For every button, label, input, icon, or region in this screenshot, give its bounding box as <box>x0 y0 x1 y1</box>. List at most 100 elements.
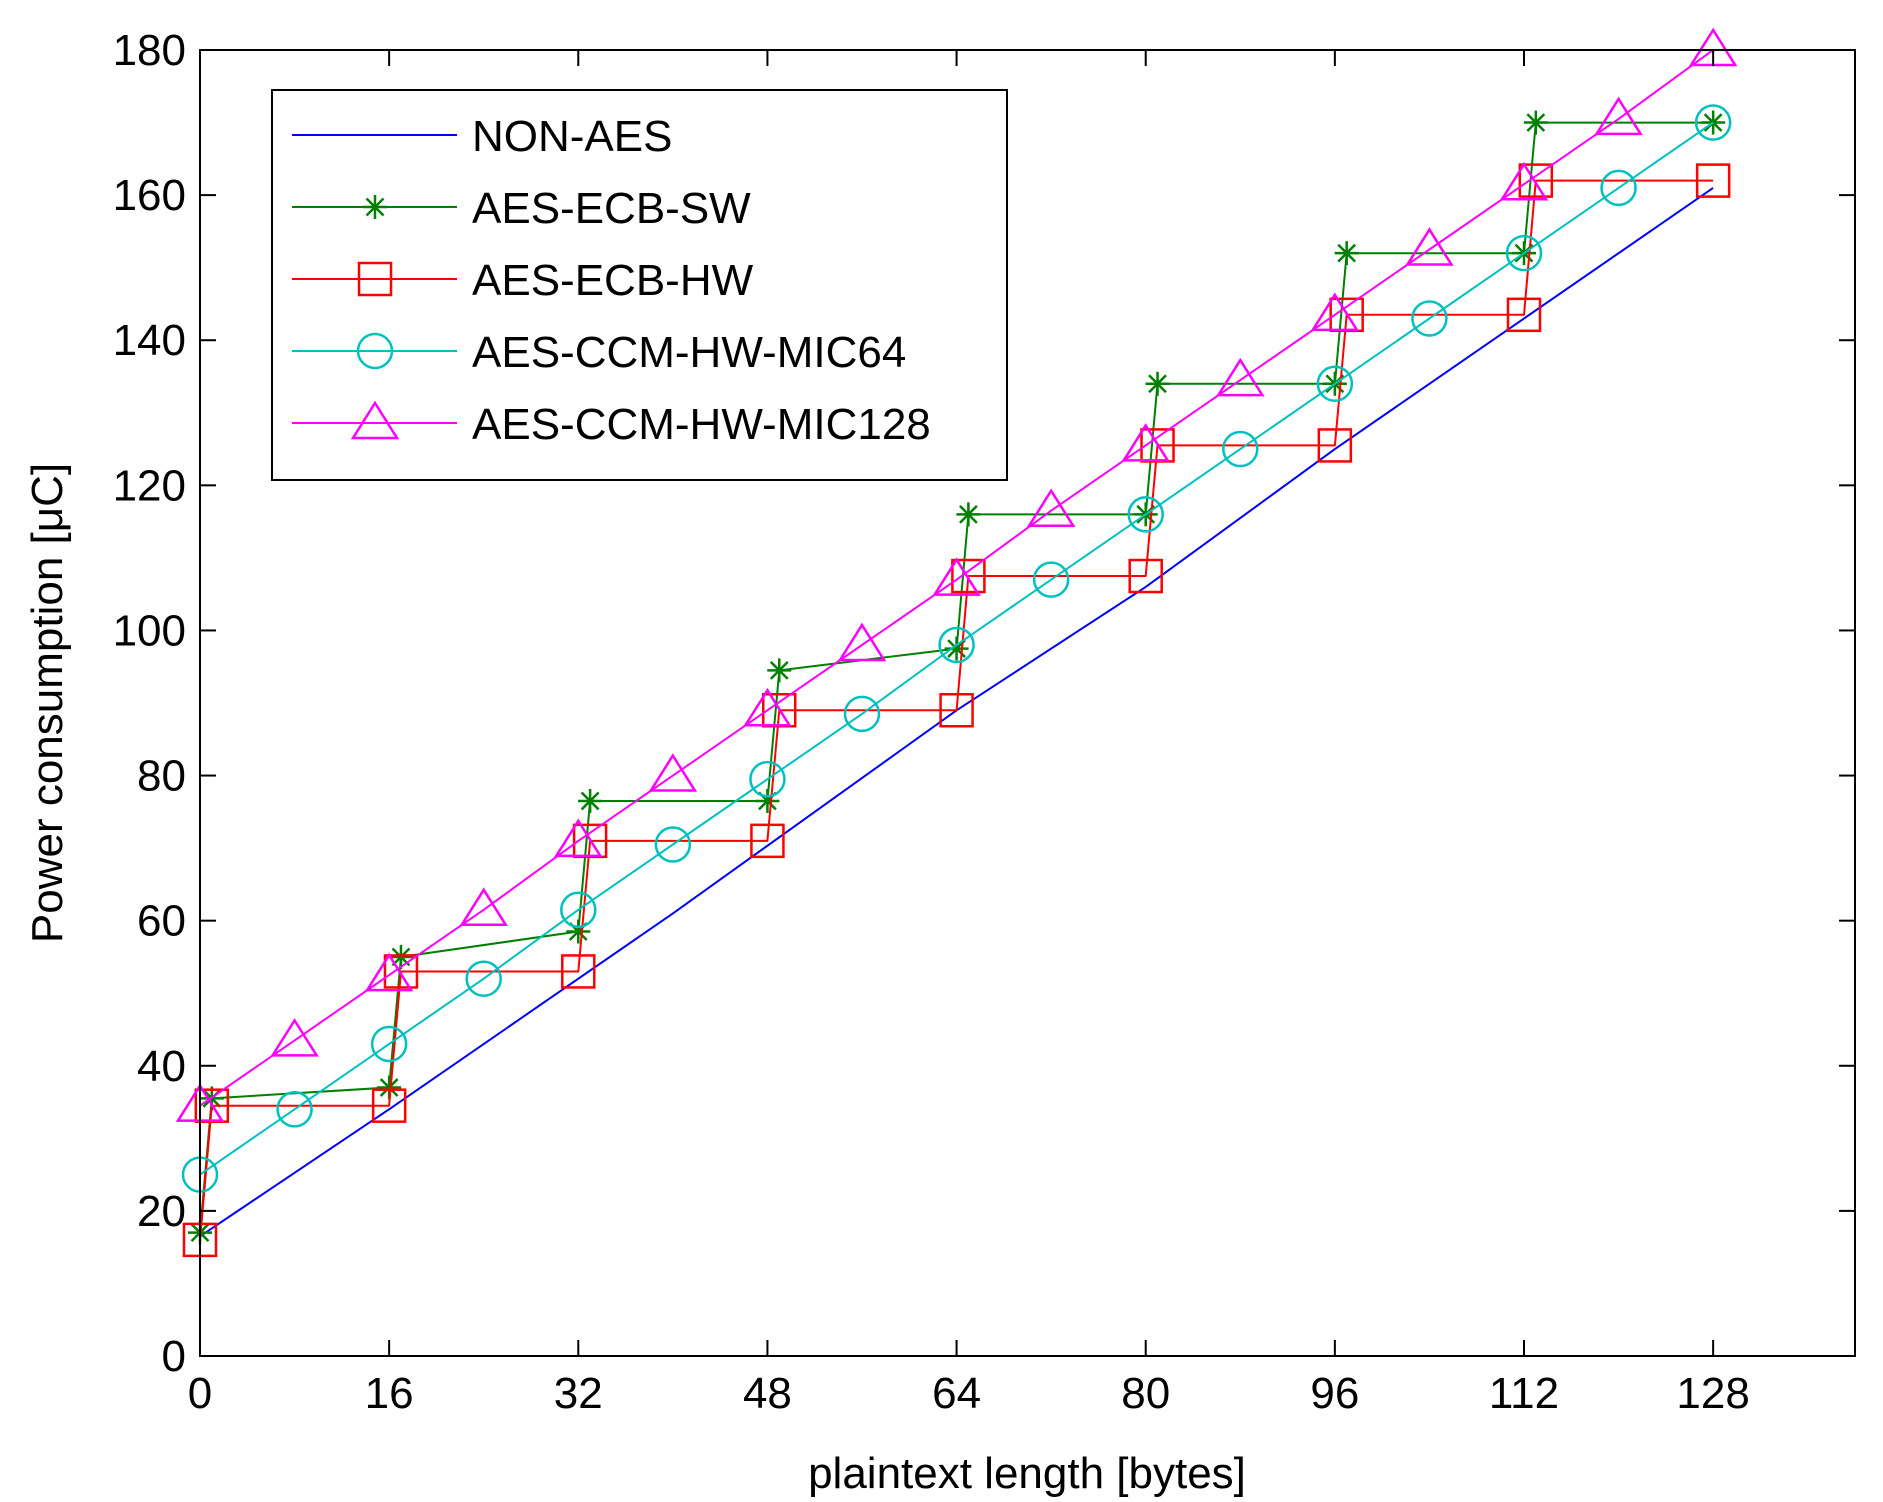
legend-label-aes-ecb-sw: AES-ECB-SW <box>472 184 751 233</box>
legend-entry-aes-ecb-hw: AES-ECB-HW <box>292 256 754 305</box>
y-tick-label-2: 40 <box>137 1042 186 1091</box>
data-point-aes-ecb-sw-15 <box>1523 110 1548 135</box>
legend-label-aes-ccm-hw-mic64: AES-CCM-HW-MIC64 <box>472 328 906 377</box>
data-point-aes-ccm-hw-mic64-11 <box>1222 430 1259 468</box>
data-point-aes-ecb-hw-15 <box>1518 163 1554 198</box>
x-axis-label: plaintext length [bytes] <box>808 1449 1246 1498</box>
y-tick-label-9: 180 <box>113 26 186 75</box>
legend-marker-aes-ecb-hw <box>357 261 393 297</box>
y-axis-label: Power consumption [μC] <box>23 463 72 943</box>
data-point-aes-ccm-hw-mic64-7 <box>843 695 881 733</box>
data-point-aes-ccm-hw-mic64-6 <box>749 760 786 798</box>
y-tick-label-7: 140 <box>113 316 186 365</box>
data-point-aes-ccm-hw-mic128-13 <box>1405 227 1454 266</box>
data-point-aes-ecb-hw-6 <box>750 823 785 859</box>
data-point-aes-ecb-hw-14 <box>1506 297 1542 333</box>
data-point-aes-ccm-hw-mic128-4 <box>554 818 603 858</box>
legend-marker-aes-ecb-sw-stroke-d2 <box>365 197 385 217</box>
data-point-aes-ccm-hw-mic64-10 <box>1127 496 1164 533</box>
legend-marker-aes-ecb-sw <box>363 195 387 219</box>
axes-layer: 0 16 32 48 64 80 96 112 128 0 20 40 60 80 100 120 140 160… <box>113 26 1856 1418</box>
series-aes-ecb-hw <box>182 163 1731 1258</box>
legend-marker-aes-ccm-hw-mic64 <box>356 332 394 370</box>
data-point-aes-ccm-hw-mic64-2 <box>370 1025 408 1063</box>
x-tick-label-2: 32 <box>554 1369 603 1418</box>
data-point-aes-ecb-hw-12 <box>1317 428 1353 463</box>
data-point-aes-ccm-hw-mic128-6 <box>743 687 792 727</box>
x-tick-label-3: 48 <box>743 1369 792 1418</box>
data-point-aes-ecb-sw-13 <box>1334 241 1359 266</box>
data-point-aes-ccm-hw-mic128-11 <box>1216 357 1265 397</box>
data-point-aes-ecb-sw-5 <box>578 788 603 813</box>
data-point-aes-ecb-hw-9 <box>951 558 986 594</box>
x-tick-label-0: 0 <box>188 1369 212 1418</box>
data-point-aes-ecb-sw-5-stroke-d2 <box>580 791 600 811</box>
data-point-aes-ecb-sw-3 <box>388 944 413 969</box>
x-tick-label-6: 96 <box>1310 1369 1359 1418</box>
data-point-aes-ecb-sw-11-stroke-d2 <box>1148 374 1167 394</box>
data-point-aes-ccm-hw-mic64-12 <box>1316 365 1354 403</box>
x-tick-label-1: 16 <box>365 1369 414 1418</box>
data-point-aes-ccm-hw-mic64-8 <box>938 626 975 664</box>
y-tick-label-3: 60 <box>137 897 186 946</box>
data-point-aes-ecb-sw-15-stroke-d2 <box>1526 113 1546 132</box>
series-line-aes-ecb-hw <box>199 179 1714 1240</box>
y-tick-label-1: 20 <box>137 1187 186 1236</box>
data-point-aes-ccm-hw-mic128-14 <box>1499 161 1549 201</box>
data-point-aes-ccm-hw-mic128-2 <box>364 952 414 992</box>
y-tick-label-5: 100 <box>113 606 186 655</box>
legend-entry-aes-ccm-hw-mic128: AES-CCM-HW-MIC128 <box>292 400 931 449</box>
x-tick-label-4: 64 <box>932 1369 981 1418</box>
data-point-aes-ecb-hw-3 <box>383 954 419 989</box>
data-point-aes-ecb-hw-16 <box>1695 163 1731 198</box>
legend-marker-aes-ccm-hw-mic128 <box>350 400 400 440</box>
data-point-aes-ccm-hw-mic64-15 <box>1600 169 1637 207</box>
data-point-aes-ecb-sw-11 <box>1145 371 1170 396</box>
data-point-aes-ccm-hw-mic64-1 <box>276 1091 313 1128</box>
data-point-aes-ecb-sw-16-stroke-d2 <box>1703 113 1723 132</box>
data-point-aes-ccm-hw-mic64-4 <box>560 891 597 929</box>
data-point-aes-ccm-hw-mic128-8 <box>932 557 981 596</box>
data-point-aes-ecb-sw-9 <box>956 502 981 527</box>
data-point-aes-ccm-hw-mic64-13 <box>1411 300 1448 337</box>
y-tick-label-4: 80 <box>137 752 186 801</box>
y-tick-label-8: 160 <box>113 171 186 220</box>
data-point-aes-ccm-hw-mic128-1 <box>270 1018 319 1057</box>
axes-box <box>199 49 1856 1357</box>
x-tick-label-8: 128 <box>1676 1369 1749 1418</box>
data-point-aes-ccm-hw-mic128-12 <box>1310 292 1360 332</box>
data-point-aes-ecb-sw-7 <box>767 658 792 683</box>
data-point-aes-ccm-hw-mic64-3 <box>465 960 502 997</box>
data-point-aes-ecb-hw-8 <box>939 693 974 728</box>
y-tick-label-6: 120 <box>113 461 186 510</box>
data-point-aes-ccm-hw-mic128-9 <box>1026 488 1076 527</box>
data-point-aes-ccm-hw-mic64-5 <box>654 826 692 863</box>
data-point-aes-ccm-hw-mic128-15 <box>1594 96 1643 136</box>
legend-entry-non-aes: NON-AES <box>292 112 672 161</box>
data-point-aes-ecb-hw-4 <box>561 954 596 989</box>
legend-entry-aes-ecb-sw: AES-ECB-SW <box>292 184 751 233</box>
data-point-aes-ccm-hw-mic128-7 <box>837 622 887 662</box>
x-tick-label-5: 80 <box>1121 1369 1170 1418</box>
legend: NON-AES AES-ECB-SW AES-ECB-HW AES-CCM-HW-MI… <box>271 89 1008 481</box>
legend-label-non-aes: NON-AES <box>472 112 672 161</box>
data-point-aes-ecb-hw-2 <box>371 1088 407 1123</box>
legend-label-aes-ccm-hw-mic128: AES-CCM-HW-MIC128 <box>472 400 931 449</box>
legend-box <box>271 89 1008 481</box>
legend-entry-aes-ccm-hw-mic64: AES-CCM-HW-MIC64 <box>292 328 906 377</box>
data-point-aes-ccm-hw-mic64-16 <box>1694 104 1732 141</box>
data-point-aes-ccm-hw-mic128-5 <box>648 753 698 792</box>
legend-label-aes-ecb-hw: AES-ECB-HW <box>472 256 754 305</box>
x-tick-label-7: 112 <box>1489 1369 1559 1418</box>
data-point-aes-ecb-sw-2-stroke-d2 <box>379 1078 399 1097</box>
data-point-aes-ecb-sw-7-stroke-d2 <box>769 660 789 680</box>
data-point-aes-ccm-hw-mic128-3 <box>459 887 508 927</box>
data-point-aes-ecb-sw-9-stroke-d2 <box>959 504 978 524</box>
data-point-aes-ccm-hw-mic128-10 <box>1121 423 1170 462</box>
series-line-aes-ccm-hw-mic128 <box>199 49 1714 1107</box>
data-point-aes-ccm-hw-mic64-14 <box>1505 234 1543 272</box>
data-point-aes-ecb-sw-16 <box>1701 110 1726 135</box>
series-aes-ccm-hw-mic64 <box>181 104 1732 1193</box>
